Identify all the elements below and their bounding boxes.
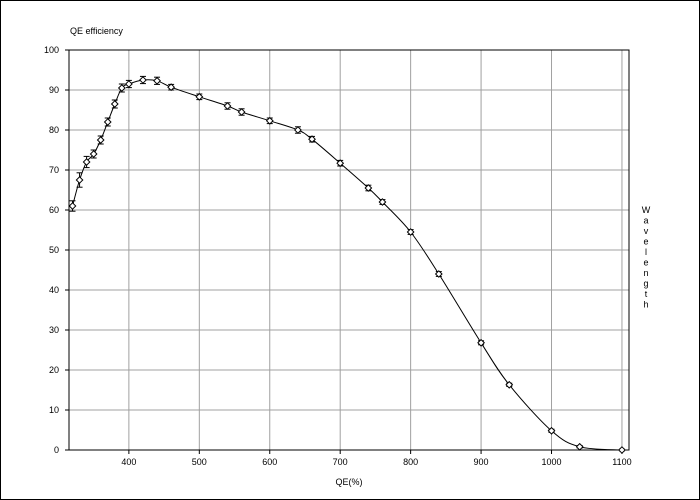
data-point <box>124 80 133 88</box>
data-point <box>477 338 485 347</box>
data-point <box>378 198 387 206</box>
x-tick-label: 600 <box>262 457 277 467</box>
data-point <box>117 84 126 92</box>
data-point <box>223 102 232 110</box>
data-point <box>336 159 345 168</box>
y-tick-label: 70 <box>49 165 59 175</box>
data-point <box>139 76 147 84</box>
series-group <box>68 75 626 454</box>
series-line <box>72 79 622 451</box>
data-point <box>68 202 77 210</box>
data-point <box>505 380 514 389</box>
y-tick-label: 50 <box>49 245 59 255</box>
grid <box>69 49 629 451</box>
data-point <box>89 150 98 158</box>
data-point <box>618 446 626 454</box>
data-point <box>167 83 176 92</box>
x-tick-label: 1000 <box>542 457 562 467</box>
y-tick-label: 60 <box>49 205 59 215</box>
data-point <box>265 116 274 125</box>
data-point <box>364 184 373 192</box>
y-tick-label: 40 <box>49 285 59 295</box>
data-point <box>110 100 119 108</box>
data-point <box>153 76 161 85</box>
data-point <box>575 442 584 451</box>
data-point <box>96 136 105 144</box>
data-point <box>82 158 91 166</box>
x-tick-label: 400 <box>121 457 136 467</box>
data-point <box>294 126 302 134</box>
y-tick-label: 80 <box>49 125 59 135</box>
x-tick-label: 1100 <box>612 457 631 467</box>
data-point <box>308 135 316 144</box>
y-tick-label: 90 <box>49 85 59 95</box>
x-axis-title: QE(%) <box>336 477 363 487</box>
y-tick-label: 0 <box>54 445 59 455</box>
y-tick-label: 30 <box>49 325 59 335</box>
data-point <box>434 270 443 278</box>
x-tick-label: 700 <box>333 457 348 467</box>
y-tick-label: 20 <box>49 365 59 375</box>
x-tick-label: 800 <box>403 457 418 467</box>
data-point <box>75 176 84 184</box>
data-point <box>547 426 556 435</box>
chart-title: QE efficiency <box>70 26 123 36</box>
data-point <box>406 228 415 236</box>
x-tick-label: 900 <box>474 457 489 467</box>
y-tick-label: 10 <box>49 405 59 415</box>
axis-ticks: 0 10 20 30 40 50 60 70 80 90 100 400 500 600 700 800 900… <box>44 45 632 467</box>
data-point <box>237 108 246 116</box>
data-point <box>103 118 112 126</box>
data-point <box>195 92 204 101</box>
x-tick-label: 500 <box>192 457 207 467</box>
y-tick-label: 100 <box>44 45 59 55</box>
